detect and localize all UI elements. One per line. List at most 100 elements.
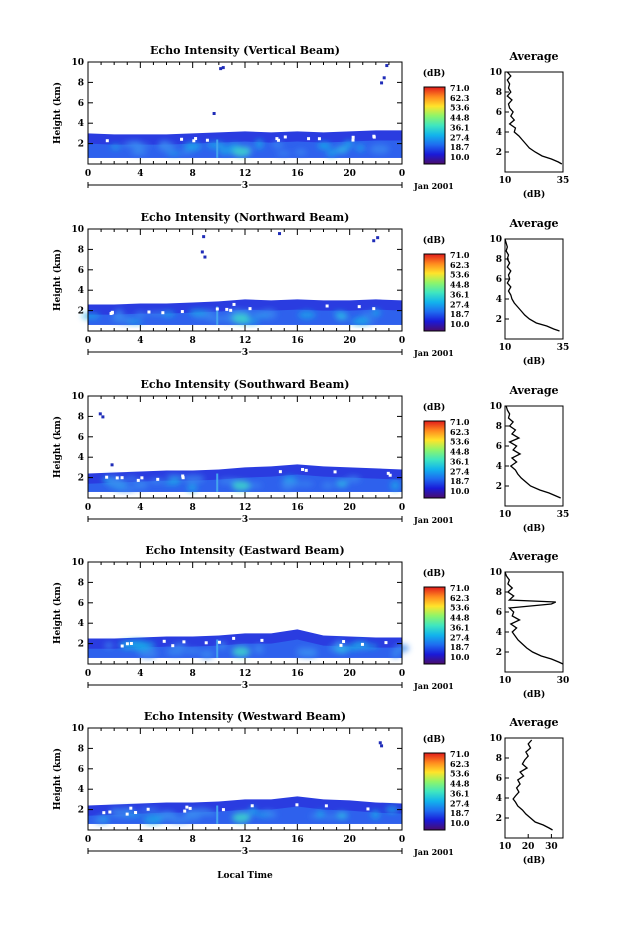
average-y-tick-label: 8 bbox=[496, 422, 502, 432]
y-axis-label: Height (km) bbox=[52, 82, 63, 144]
colorbar-unit-label: (dB) bbox=[423, 568, 445, 579]
colorbar-tick-label: 27.4 bbox=[450, 299, 470, 309]
bright-cell bbox=[359, 644, 379, 650]
x-tick-label: 20 bbox=[343, 503, 356, 513]
colorbar-tick-label: 18.7 bbox=[450, 642, 469, 652]
beam-panel-3: Echo Intensity (Southward Beam) 2 4 6 8 10 Hei… bbox=[52, 378, 569, 534]
echo-gap bbox=[125, 812, 129, 816]
echo-gap bbox=[217, 640, 221, 644]
x-tick-label: 8 bbox=[190, 669, 196, 679]
average-y-tick-label: 10 bbox=[489, 734, 502, 744]
colorbar-tick-label: 27.4 bbox=[450, 466, 470, 476]
y-axis-label: Height (km) bbox=[52, 249, 63, 311]
average-title: Average bbox=[508, 217, 558, 230]
bright-cell bbox=[326, 148, 338, 157]
colorbar-tick-label: 71.0 bbox=[450, 749, 470, 759]
echo-gap bbox=[229, 308, 233, 312]
bright-cell bbox=[127, 319, 143, 325]
average-y-tick-label: 8 bbox=[496, 255, 502, 265]
bright-cell bbox=[369, 144, 390, 154]
colorbar-tick-label: 18.7 bbox=[450, 142, 469, 152]
bright-cell bbox=[126, 813, 143, 818]
y-tick-label: 10 bbox=[71, 558, 84, 568]
clutter-pixel bbox=[385, 64, 389, 68]
clutter-pixel bbox=[376, 236, 380, 240]
echo-gap bbox=[110, 310, 114, 314]
bright-cell bbox=[188, 309, 207, 317]
x-axis: 0 4 8 12 16 20 0 3 Jan 2001 bbox=[85, 728, 454, 859]
average-x-tick-label: 10 bbox=[499, 343, 512, 353]
x-tick-label: 16 bbox=[291, 336, 304, 346]
echo-gap bbox=[115, 476, 119, 480]
average-xlabel: (dB) bbox=[523, 855, 545, 866]
bright-cell bbox=[165, 474, 184, 480]
echo-gap bbox=[278, 470, 282, 474]
bright-cell bbox=[168, 477, 182, 483]
date-marker: 3 bbox=[242, 348, 248, 358]
y-tick-label: 4 bbox=[78, 785, 84, 795]
echo-gap bbox=[276, 138, 280, 142]
average-y-tick-label: 4 bbox=[496, 128, 502, 138]
average-xlabel: (dB) bbox=[523, 523, 545, 534]
colorbar-tick-label: 53.6 bbox=[450, 270, 470, 280]
average-y-tick-label: 2 bbox=[496, 648, 502, 658]
echo-gap bbox=[384, 641, 388, 645]
date-label: Jan 2001 bbox=[413, 181, 454, 191]
echo-layer bbox=[88, 741, 402, 825]
bright-cell bbox=[304, 648, 318, 656]
bright-cell bbox=[345, 476, 361, 483]
echo-gap bbox=[260, 638, 264, 642]
bright-cell bbox=[114, 308, 124, 319]
colorbar-tick-label: 53.6 bbox=[450, 437, 470, 447]
average-x-tick-label: 10 bbox=[499, 176, 512, 186]
echo-gap bbox=[304, 468, 308, 472]
average-y-tick-label: 2 bbox=[496, 482, 502, 492]
average-xlabel: (dB) bbox=[523, 689, 545, 700]
panel-title: Echo Intensity (Southward Beam) bbox=[141, 378, 350, 391]
colorbar-tick-label: 27.4 bbox=[450, 132, 470, 142]
average-frame bbox=[504, 737, 564, 839]
colorbar-tick-label: 62.3 bbox=[450, 260, 470, 270]
y-tick-label: 2 bbox=[78, 640, 84, 650]
beam-panel-1: Echo Intensity (Vertical Beam) 2 4 6 8 10 Heig… bbox=[52, 44, 569, 200]
y-tick-label: 8 bbox=[78, 412, 84, 422]
bright-cell bbox=[143, 814, 163, 825]
echo-gap bbox=[366, 807, 370, 811]
echo-layer bbox=[88, 64, 402, 158]
echo-gap bbox=[324, 804, 328, 808]
vertical-streak bbox=[216, 139, 219, 158]
average-y-tick-label: 2 bbox=[496, 148, 502, 158]
colorbar-tick-label: 44.8 bbox=[450, 613, 470, 623]
x-tick-label: 20 bbox=[343, 169, 356, 179]
x-axis: 0 4 8 12 16 20 0 3 Jan 2001 bbox=[85, 62, 454, 193]
y-axis-label: Height (km) bbox=[52, 416, 63, 478]
bright-cell bbox=[296, 481, 314, 487]
x-tick-label: 4 bbox=[137, 835, 143, 845]
echo-gap bbox=[351, 135, 355, 139]
colorbar-unit-label: (dB) bbox=[423, 734, 445, 745]
colorbar: (dB) 71.062.353.644.836.127.418.710.0 bbox=[423, 68, 470, 165]
bright-cell bbox=[272, 141, 284, 149]
bright-cell bbox=[362, 312, 372, 318]
y-tick-label: 4 bbox=[78, 619, 84, 629]
clutter-pixel bbox=[110, 463, 114, 467]
bright-cell bbox=[263, 810, 272, 815]
x-tick-label: 16 bbox=[291, 503, 304, 513]
bright-cell bbox=[298, 311, 316, 319]
x-tick-label: 16 bbox=[291, 835, 304, 845]
echo-gap bbox=[232, 302, 236, 306]
beam-panel-2: Echo Intensity (Northward Beam) 2 4 6 8 10 Hei… bbox=[52, 211, 569, 367]
average-line bbox=[512, 739, 553, 831]
average-y-tick-label: 6 bbox=[496, 442, 502, 452]
x-axis: 0 4 8 12 16 20 0 3 Jan 2001 bbox=[85, 229, 454, 360]
bright-cell bbox=[207, 315, 225, 322]
bright-cell bbox=[184, 648, 201, 654]
average-x-tick-label: 20 bbox=[522, 842, 535, 852]
clutter-pixel bbox=[382, 76, 386, 80]
echo-gap bbox=[317, 137, 321, 141]
echo-gap bbox=[129, 641, 133, 645]
x-tick-label: 0 bbox=[399, 835, 405, 845]
bright-cell bbox=[166, 151, 182, 156]
y-tick-label: 4 bbox=[78, 286, 84, 296]
